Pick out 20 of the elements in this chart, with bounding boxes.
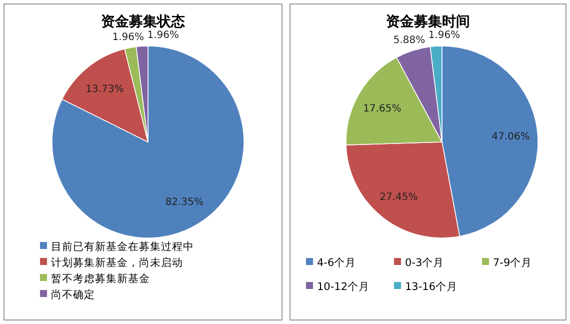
chart-title: 资金募集时间 [386,14,470,30]
data-label: 1.96% [147,30,180,42]
data-label: 17.65% [363,103,402,114]
legend-label: 13-16个月 [405,281,458,293]
data-label: 47.06% [492,132,530,143]
legend-label: 计划募集新基金，尚未启动 [51,256,183,269]
legend-label: 0-3个月 [405,257,444,269]
data-label: 13.73% [86,84,124,96]
data-label: 82.35% [165,196,204,208]
legend-label: 4-6个月 [317,257,356,269]
legend-label: 10-12个月 [317,281,370,293]
data-label: 1.96% [112,32,144,43]
legend-label: 7-9个月 [493,257,532,269]
data-label: 27.45% [380,192,418,203]
data-label: 1.96% [428,30,460,42]
data-label: 5.88% [393,35,426,46]
legend-label: 暂不考虑募集新基金 [51,272,150,285]
legend-label: 尚不确定 [51,288,95,301]
chart-title: 资金募集状态 [101,14,185,30]
legend-label: 目前已有新基金在募集过程中 [51,240,194,253]
